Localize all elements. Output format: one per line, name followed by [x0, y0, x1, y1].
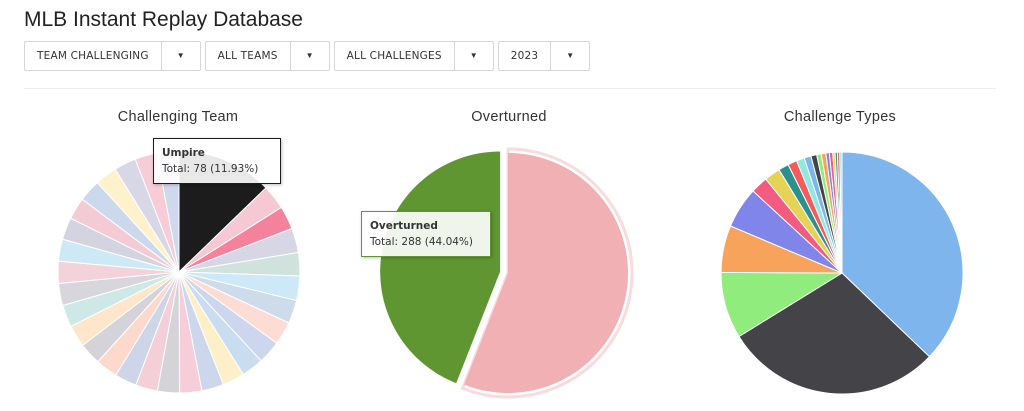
header-divider: [24, 88, 996, 89]
season-select[interactable]: 2023 ▼: [497, 41, 591, 71]
chevron-down-icon[interactable]: ▼: [453, 42, 493, 70]
teams-select[interactable]: ALL TEAMS ▼: [204, 41, 330, 71]
tooltip-overturned-text: Total: 288 (44.04%): [370, 236, 474, 248]
challenges-select-value: ALL CHALLENGES: [346, 50, 442, 62]
tooltip-overturned-title: Overturned: [370, 220, 438, 232]
team-challenging-select-value: TEAM CHALLENGING: [37, 50, 149, 62]
pie-slice[interactable]: [839, 151, 843, 274]
pie-chart-overturned: [380, 147, 634, 399]
challenges-select[interactable]: ALL CHALLENGES ▼: [333, 41, 494, 71]
pie-slice[interactable]: [841, 151, 964, 358]
page-title: MLB Instant Replay Database: [24, 8, 303, 31]
chart-title-overturned: Overturned: [471, 109, 547, 125]
chart-title-challenge-types: Challenge Types: [783, 109, 897, 125]
tooltip-umpire: Umpire Total: 78 (11.93%): [153, 138, 281, 184]
pie-chart-challenging-team: [57, 150, 301, 394]
chevron-down-icon[interactable]: ▼: [550, 42, 589, 70]
chevron-down-icon[interactable]: ▼: [160, 42, 200, 70]
pie-slice[interactable]: [738, 272, 931, 395]
pie-chart-challenge-types: [720, 151, 964, 395]
team-challenging-select[interactable]: TEAM CHALLENGING ▼: [24, 41, 201, 71]
pie-slice[interactable]: [464, 153, 629, 393]
pie-slice-overturned[interactable]: [380, 151, 501, 384]
tooltip-umpire-text: Total: 78 (11.93%): [162, 163, 259, 175]
teams-select-value: ALL TEAMS: [217, 50, 278, 62]
pie-slice-hover-halo: [460, 147, 634, 399]
tooltip-umpire-title: Umpire: [162, 147, 205, 159]
season-select-value: 2023: [510, 50, 539, 62]
filter-bar: TEAM CHALLENGING ▼ ALL TEAMS ▼ ALL CHALL…: [24, 41, 591, 71]
chevron-down-icon[interactable]: ▼: [289, 42, 329, 70]
tooltip-overturned: Overturned Total: 288 (44.04%): [361, 211, 491, 257]
chart-title-challenging-team: Challenging Team: [117, 109, 239, 125]
